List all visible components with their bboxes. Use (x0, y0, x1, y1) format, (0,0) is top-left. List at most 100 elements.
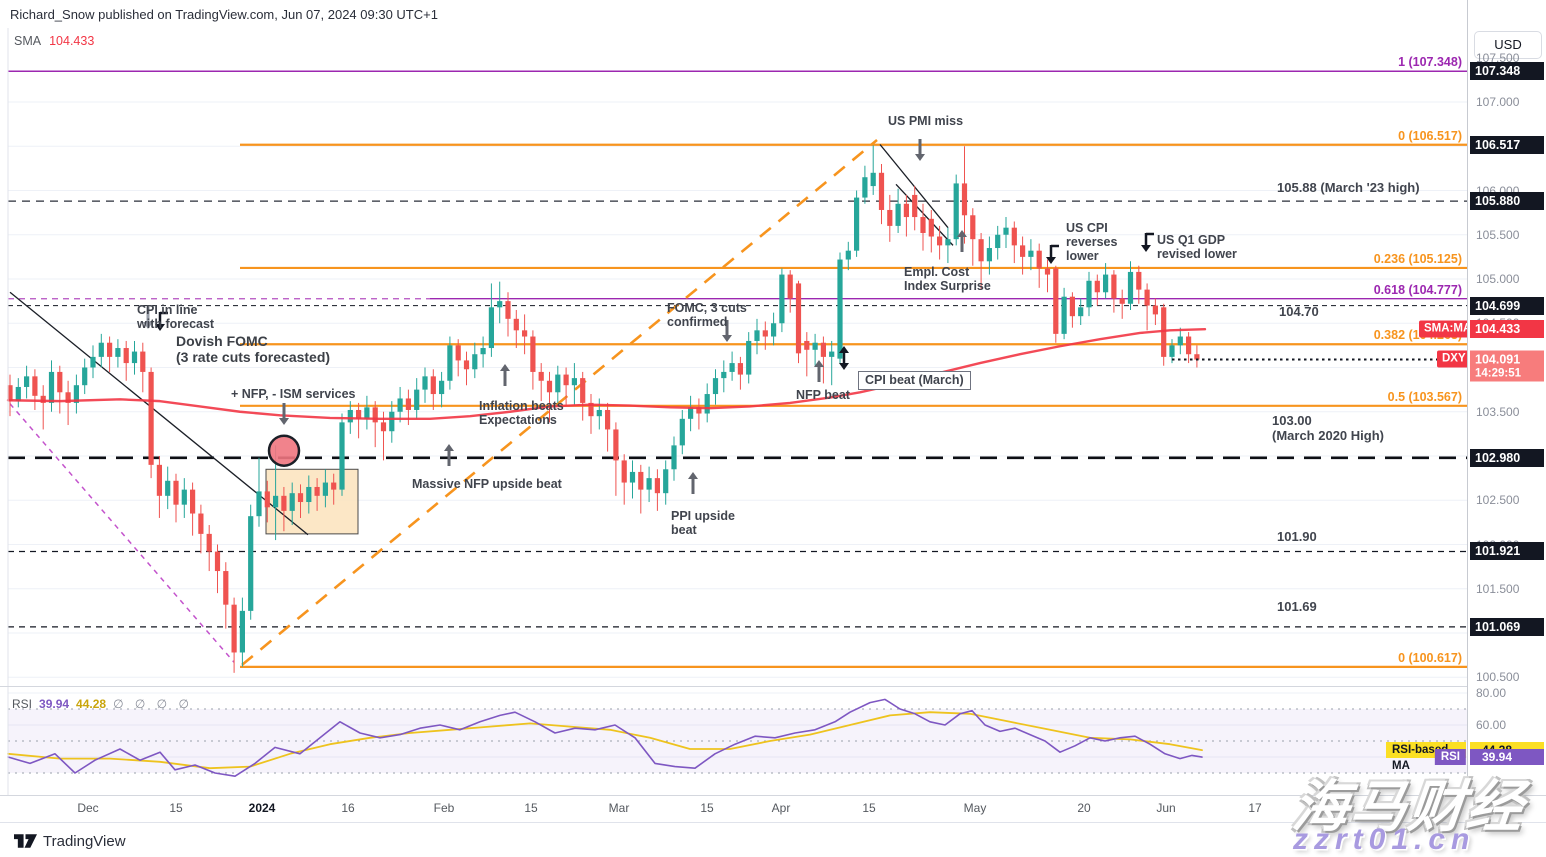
candle[interactable] (40, 395, 46, 403)
candle[interactable] (903, 203, 909, 218)
candle[interactable] (48, 371, 55, 403)
candle[interactable] (729, 363, 735, 372)
candle[interactable] (32, 376, 38, 396)
candle[interactable] (405, 398, 411, 410)
candle[interactable] (198, 513, 204, 534)
candle[interactable] (812, 342, 818, 350)
candle[interactable] (538, 371, 544, 381)
candle[interactable] (887, 209, 893, 226)
candle[interactable] (621, 460, 627, 483)
candle[interactable] (546, 380, 553, 393)
candle[interactable] (356, 409, 362, 419)
candle[interactable] (223, 571, 229, 605)
candle[interactable] (15, 386, 21, 402)
annotation-cpi-in-line[interactable]: CPI in line with forecast (137, 303, 215, 331)
candle[interactable] (862, 177, 868, 198)
candle[interactable] (1111, 274, 1117, 299)
candle[interactable] (571, 378, 577, 386)
time-axis-label[interactable]: 20 (1077, 801, 1091, 815)
candle[interactable] (306, 486, 312, 503)
candle[interactable] (663, 469, 669, 494)
flag-lower[interactable] (895, 183, 954, 246)
candle[interactable] (339, 422, 345, 490)
candle[interactable] (1011, 227, 1017, 246)
candle[interactable] (347, 409, 353, 423)
candle[interactable] (787, 274, 793, 299)
time-axis-label[interactable]: May (963, 801, 987, 815)
rsi-badge[interactable]: RSI (1434, 749, 1466, 766)
candle[interactable] (281, 495, 287, 511)
candle[interactable] (264, 491, 270, 508)
candle[interactable] (596, 409, 602, 417)
candle[interactable] (1194, 354, 1200, 360)
candle[interactable] (629, 471, 636, 483)
currency-button[interactable]: USD (1474, 31, 1542, 59)
sma-line[interactable] (6, 327, 1207, 421)
candle[interactable] (214, 551, 221, 572)
candle[interactable] (414, 389, 420, 410)
candle[interactable] (721, 371, 727, 379)
annotation-fomc-3-cuts-confirmed[interactable]: FOMC, 3 cuts confirmed (667, 301, 747, 329)
time-axis-label[interactable]: Dec (77, 801, 99, 815)
candle[interactable] (455, 345, 461, 361)
candle[interactable] (530, 336, 536, 372)
candle[interactable] (912, 194, 918, 218)
candle[interactable] (364, 407, 370, 419)
candle[interactable] (115, 348, 121, 357)
candle[interactable] (829, 351, 835, 357)
candle[interactable] (372, 407, 378, 423)
candle[interactable] (463, 360, 470, 370)
candle[interactable] (273, 495, 279, 508)
time-axis-label[interactable]: 15 (169, 801, 183, 815)
candle[interactable] (90, 356, 96, 368)
candle[interactable] (439, 380, 445, 395)
candle[interactable] (248, 516, 254, 611)
candle[interactable] (397, 398, 403, 412)
candle[interactable] (762, 330, 768, 337)
candle[interactable] (488, 307, 494, 349)
candle[interactable] (231, 604, 237, 653)
annotation-inflation-beats[interactable]: Inflation beats Expectations (479, 399, 564, 427)
candle[interactable] (696, 407, 702, 414)
candle[interactable] (671, 445, 677, 470)
candle[interactable] (472, 354, 478, 370)
candle[interactable] (712, 378, 719, 395)
candle[interactable] (1152, 305, 1158, 315)
annotation-us-pmi-miss[interactable]: US PMI miss (888, 114, 964, 128)
candle[interactable] (1186, 336, 1192, 355)
candle[interactable] (314, 486, 320, 496)
candle[interactable] (878, 172, 885, 210)
candle[interactable] (945, 239, 951, 246)
candle[interactable] (57, 371, 63, 393)
time-axis-label[interactable]: Jul (1329, 801, 1345, 815)
candle[interactable] (804, 340, 810, 350)
candle[interactable] (165, 480, 171, 496)
candle[interactable] (1177, 336, 1183, 346)
time-axis-label[interactable]: 17 (1248, 801, 1262, 815)
candle[interactable] (1078, 307, 1084, 317)
candle[interactable] (613, 429, 619, 461)
annotation-us-cpi-reverses-lower[interactable]: US CPI reverses lower (1066, 221, 1118, 263)
candle[interactable] (771, 323, 777, 337)
candle[interactable] (123, 348, 129, 364)
candle[interactable] (1036, 250, 1042, 269)
candle[interactable] (1127, 271, 1134, 304)
candle[interactable] (24, 376, 30, 387)
annotation-dovish-fomc[interactable]: Dovish FOMC (3 rate cuts forecasted) (176, 333, 331, 365)
time-axis-label[interactable]: 15 (700, 801, 714, 815)
candle[interactable] (148, 371, 154, 465)
candle[interactable] (331, 482, 337, 490)
candle[interactable] (679, 418, 685, 446)
candle[interactable] (98, 342, 104, 357)
candle[interactable] (140, 351, 146, 372)
candle[interactable] (605, 409, 611, 430)
time-axis-label[interactable]: 2024 (248, 801, 276, 815)
time-axis-label[interactable]: Apr (771, 801, 791, 815)
candle[interactable] (986, 248, 992, 262)
candle[interactable] (688, 407, 694, 419)
candle[interactable] (239, 610, 245, 653)
annotation-empl-cost-index-surprise[interactable]: Empl. Cost Index Surprise (904, 265, 991, 293)
flag-upper[interactable] (879, 144, 949, 229)
candle[interactable] (289, 493, 295, 511)
candle[interactable] (73, 385, 79, 403)
